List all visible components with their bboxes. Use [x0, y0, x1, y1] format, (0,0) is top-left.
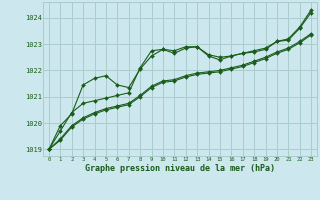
X-axis label: Graphe pression niveau de la mer (hPa): Graphe pression niveau de la mer (hPa)	[85, 164, 275, 173]
